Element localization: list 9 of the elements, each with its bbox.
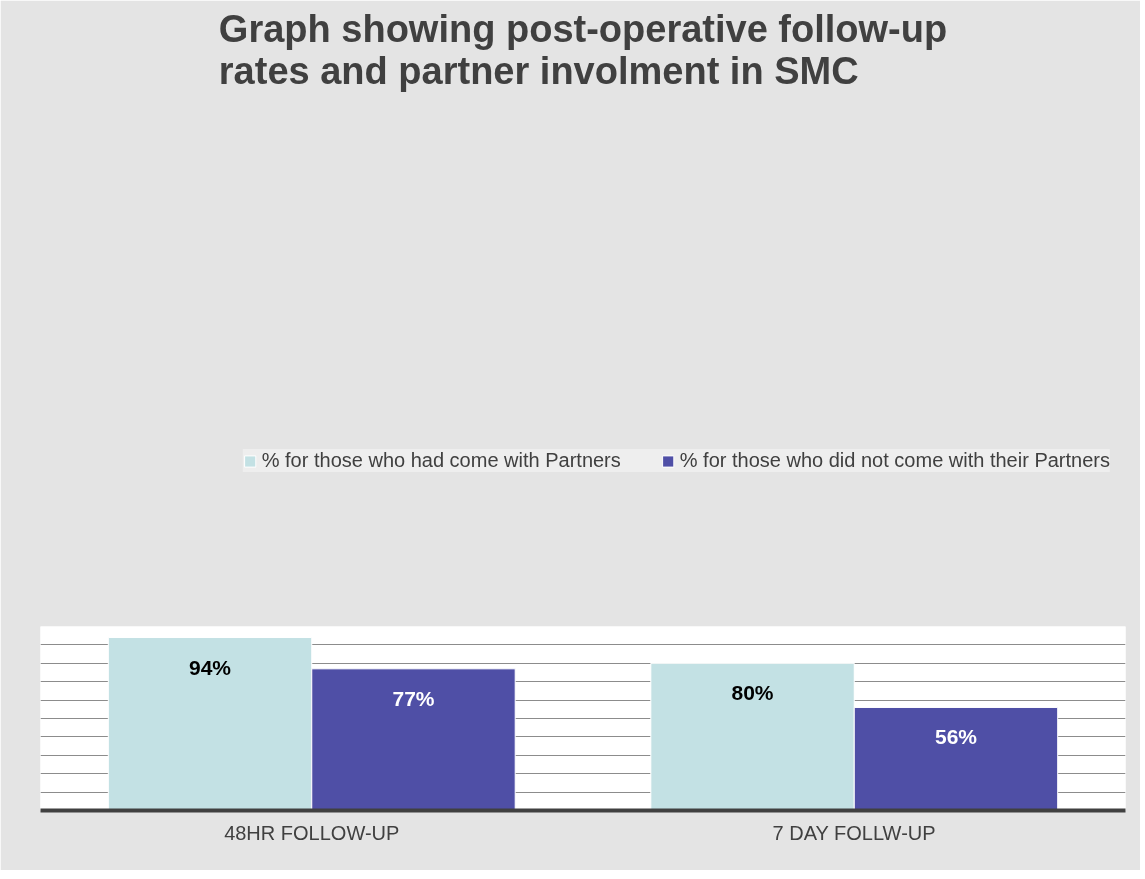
x-tick-label: 48HR FOLLOW-UP bbox=[224, 821, 400, 844]
legend-label: % for those who had come with Partners bbox=[261, 449, 621, 472]
data-label: 94% bbox=[189, 655, 232, 679]
x-tick-label: 7 DAY FOLLW-UP bbox=[772, 821, 936, 844]
data-label: 80% bbox=[731, 681, 774, 705]
data-label: 56% bbox=[934, 725, 978, 749]
chart-title: Graph showing post-operative follow-up rates and partner involment in SMC bbox=[218, 7, 948, 92]
legend-label: % for those who did not come with their Partners bbox=[679, 449, 1110, 472]
data-label: 77% bbox=[392, 686, 435, 710]
